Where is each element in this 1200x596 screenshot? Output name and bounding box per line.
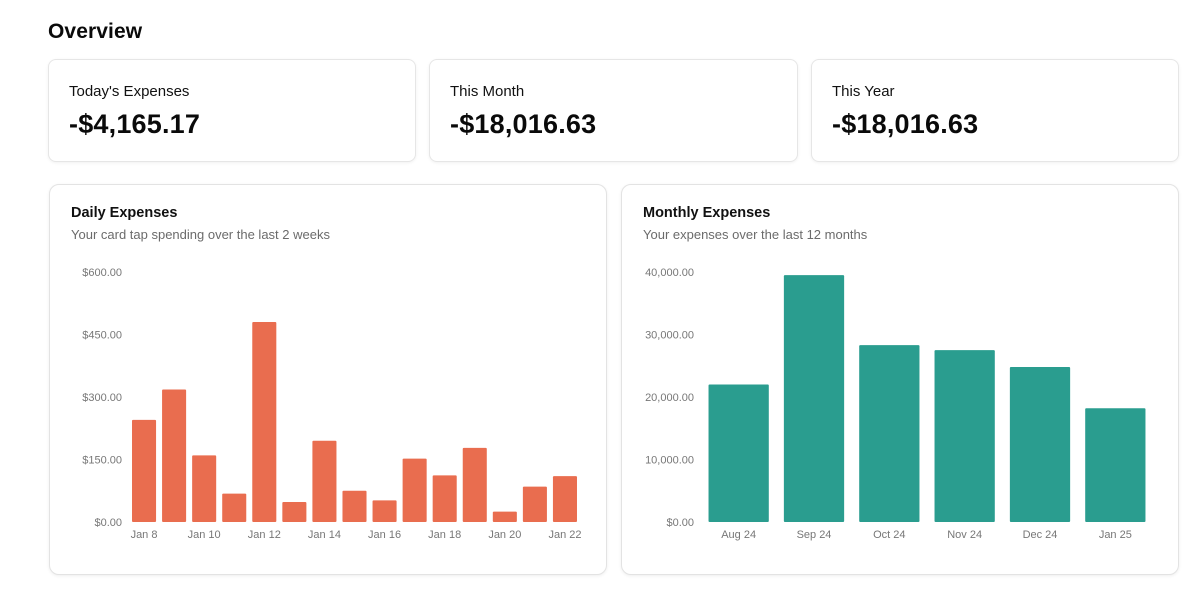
x-tick-label: Nov 24 (947, 529, 982, 541)
stat-label: This Month (450, 83, 525, 100)
stat-card-month: This Month -$18,016.63 (429, 59, 798, 162)
stat-label: Today's Expenses (69, 83, 190, 100)
x-tick-label: Jan 22 (548, 529, 581, 541)
daily-expenses-card: Daily Expenses Your card tap spending ov… (49, 184, 607, 575)
bar[interactable] (783, 275, 845, 523)
stat-card-year: This Year -$18,016.63 (811, 59, 1179, 162)
x-tick-label: Dec 24 (1023, 529, 1058, 541)
bar[interactable] (462, 447, 487, 522)
bar[interactable] (934, 350, 995, 523)
stat-value: -$4,165.17 (69, 109, 201, 139)
bar[interactable] (282, 502, 307, 522)
y-tick-label: $150.00 (82, 455, 122, 467)
bar[interactable] (162, 389, 187, 523)
y-tick-label: $0.00 (94, 517, 122, 529)
bar[interactable] (402, 458, 427, 522)
bar[interactable] (372, 500, 397, 522)
y-tick-label: 10,000.00 (645, 455, 694, 467)
stat-label: This Year (832, 83, 895, 100)
daily-expenses-chart: $0.00 $150.00 $300.00 $450.00 $600.00 Jan 8 Ja… (82, 267, 581, 541)
x-tick-label: Aug 24 (721, 529, 756, 541)
bar[interactable] (1009, 367, 1071, 522)
chart-subtitle: Your expenses over the last 12 months (643, 227, 868, 242)
x-tick-label: Jan 12 (248, 529, 281, 541)
x-tick-label: Oct 24 (873, 529, 905, 541)
bar[interactable] (132, 419, 157, 522)
y-tick-label: 20,000.00 (645, 392, 694, 404)
x-tick-label: Sep 24 (797, 529, 832, 541)
y-tick-label: $300.00 (82, 392, 122, 404)
y-tick-label: $0.00 (666, 517, 694, 529)
bar[interactable] (312, 440, 337, 522)
stat-value: -$18,016.63 (832, 109, 979, 139)
page-title: Overview (48, 20, 143, 43)
chart-subtitle: Your card tap spending over the last 2 w… (71, 227, 330, 242)
bar[interactable] (708, 384, 769, 523)
chart-title: Daily Expenses (71, 205, 178, 221)
bar[interactable] (222, 493, 247, 522)
x-tick-label: Jan 25 (1099, 529, 1132, 541)
bar[interactable] (492, 511, 517, 522)
stat-card-today: Today's Expenses -$4,165.17 (48, 59, 416, 162)
bar[interactable] (252, 322, 277, 522)
bar[interactable] (522, 486, 547, 522)
monthly-expenses-chart: $0.00 10,000.00 20,000.00 30,000.00 40,000.0… (645, 267, 1146, 541)
y-tick-label: 30,000.00 (645, 330, 694, 342)
y-tick-label: $600.00 (82, 267, 122, 279)
x-tick-label: Jan 14 (308, 529, 341, 541)
y-tick-label: 40,000.00 (645, 267, 694, 279)
x-tick-label: Jan 10 (188, 529, 221, 541)
bar[interactable] (432, 475, 457, 522)
bar[interactable] (192, 455, 217, 522)
monthly-expenses-card: Monthly Expenses Your expenses over the … (621, 184, 1179, 575)
x-tick-label: Jan 8 (131, 529, 158, 541)
x-tick-label: Jan 16 (368, 529, 401, 541)
stat-value: -$18,016.63 (450, 109, 597, 139)
bar[interactable] (1085, 408, 1146, 522)
bar[interactable] (342, 490, 367, 522)
bar[interactable] (552, 476, 577, 522)
x-tick-label: Jan 18 (428, 529, 461, 541)
x-tick-label: Jan 20 (488, 529, 521, 541)
bar[interactable] (859, 345, 920, 523)
chart-title: Monthly Expenses (643, 205, 771, 221)
y-tick-label: $450.00 (82, 330, 122, 342)
